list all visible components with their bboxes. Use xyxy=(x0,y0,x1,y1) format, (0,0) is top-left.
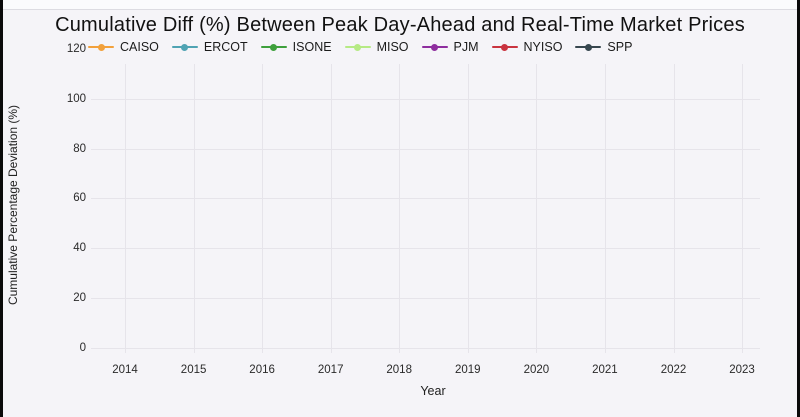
y-tick-label: 100 xyxy=(66,92,86,105)
legend-item-miso[interactable]: MISO xyxy=(344,40,409,54)
legend-line-icon xyxy=(260,43,287,52)
h-gridline xyxy=(91,248,760,250)
x-tick-label: 2019 xyxy=(455,364,481,376)
legend-line-icon xyxy=(421,43,448,52)
x-tick-label: 2020 xyxy=(523,364,550,376)
v-gridline xyxy=(125,64,126,353)
y-tick-label: 120 xyxy=(66,42,86,55)
legend-label: ERCOT xyxy=(203,40,248,54)
legend-line-icon xyxy=(575,43,602,52)
legend-line-icon xyxy=(88,43,114,52)
legend-line-icon xyxy=(171,43,198,52)
x-tick-label: 2023 xyxy=(729,364,755,376)
v-gridline xyxy=(330,64,332,353)
legend-label: SPP xyxy=(607,40,633,54)
y-tick-label: 20 xyxy=(73,292,86,305)
h-gridline xyxy=(91,148,760,150)
v-gridline xyxy=(604,64,606,353)
y-tick-label: 40 xyxy=(73,242,86,255)
x-tick-label: 2014 xyxy=(112,364,138,376)
v-gridline xyxy=(193,64,195,353)
legend-item-isone[interactable]: ISONE xyxy=(260,40,332,54)
x-tick-label: 2017 xyxy=(317,364,344,376)
v-gridline xyxy=(399,64,401,353)
x-tick-label: 2018 xyxy=(386,364,412,376)
v-gridline xyxy=(742,64,743,353)
h-gridline xyxy=(91,348,760,349)
v-gridline xyxy=(536,64,538,353)
h-gridline xyxy=(91,298,760,300)
legend-label: PJM xyxy=(453,40,479,54)
y-tick-label: 80 xyxy=(73,142,86,155)
y-tick-label: 0 xyxy=(79,342,86,354)
legend-item-pjm[interactable]: PJM xyxy=(421,40,479,54)
legend: CAISO ERCOT ISONE MISO PJM NYISO SPP xyxy=(88,39,645,55)
legend-item-nyiso[interactable]: NYISO xyxy=(491,40,563,54)
left-edge-bar xyxy=(0,0,3,417)
legend-item-ercot[interactable]: ERCOT xyxy=(171,40,248,54)
x-tick-label: 2016 xyxy=(249,364,275,376)
v-gridline xyxy=(467,64,469,353)
x-tick-label: 2015 xyxy=(180,364,207,376)
legend-label: NYISO xyxy=(523,40,563,54)
legend-label: MISO xyxy=(376,40,409,54)
v-gridline xyxy=(262,64,264,353)
x-tick-label: 2021 xyxy=(592,364,618,376)
y-axis-title: Cumulative Percentage Deviation (%) xyxy=(6,104,20,306)
legend-line-icon xyxy=(491,43,518,52)
chart-title: Cumulative Diff (%) Between Peak Day-Ahe… xyxy=(55,14,745,36)
x-axis-title: Year xyxy=(420,384,446,398)
y-tick-label: 60 xyxy=(73,192,86,205)
h-gridline xyxy=(91,98,760,100)
right-edge-bar xyxy=(797,0,800,417)
h-gridline xyxy=(91,198,760,200)
top-band xyxy=(3,0,797,10)
legend-label: CAISO xyxy=(120,40,159,54)
legend-line-icon xyxy=(344,43,371,52)
legend-item-caiso[interactable]: CAISO xyxy=(88,40,159,54)
x-tick-label: 2022 xyxy=(660,364,687,376)
legend-item-spp[interactable]: SPP xyxy=(575,40,632,54)
legend-label: ISONE xyxy=(292,40,332,54)
v-gridline xyxy=(673,64,675,353)
